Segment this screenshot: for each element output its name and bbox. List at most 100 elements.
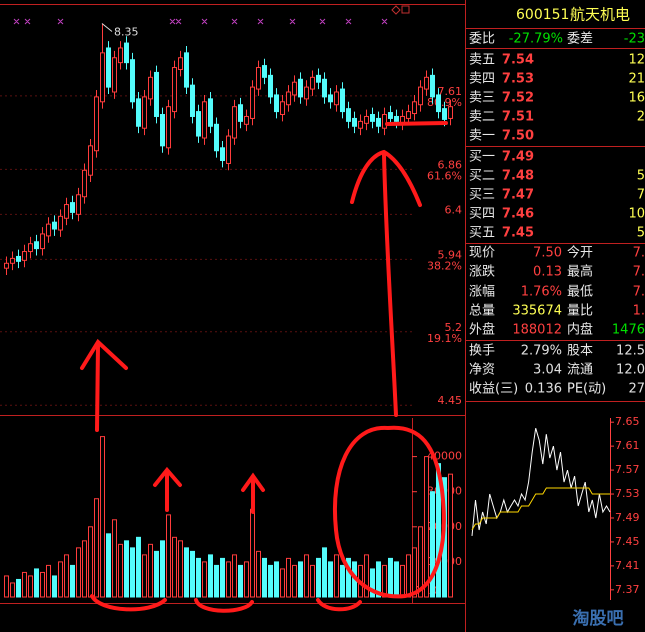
label: 买一 — [469, 150, 495, 165]
volume-bar — [136, 536, 141, 598]
volume-bar — [448, 473, 453, 598]
candle-body — [76, 194, 81, 215]
volume-bar — [184, 547, 189, 598]
candle-body — [28, 243, 33, 253]
label: 委差 — [567, 32, 593, 47]
volume-bar — [304, 554, 309, 598]
candle-body — [316, 74, 321, 83]
candle-body — [130, 59, 135, 103]
y-tick-label: 7.41 — [615, 559, 640, 572]
candle-body — [22, 251, 27, 261]
volume-bar — [334, 554, 339, 598]
candle-body — [292, 81, 297, 96]
y-tick-label: 6.4 — [445, 203, 463, 216]
candle-body — [370, 114, 375, 122]
candle-body — [262, 65, 267, 78]
value: 7. — [633, 265, 645, 280]
candle-body — [334, 91, 339, 106]
y-tick-label: 4.45 — [438, 394, 463, 407]
fib-label: 61.6% — [427, 169, 462, 182]
value: 12.0 — [616, 363, 645, 378]
volume-bar — [250, 508, 255, 598]
volume-bar — [394, 561, 399, 598]
candle-body — [256, 67, 261, 90]
value: 1. — [633, 304, 645, 319]
volume-bar — [328, 561, 333, 598]
candle-body — [124, 42, 129, 64]
label: 涨跌 — [469, 264, 495, 280]
candle-body — [352, 117, 357, 127]
volume-bar — [46, 564, 51, 598]
value: -27.79% — [509, 32, 563, 47]
candle-body — [34, 241, 39, 250]
volume-bar — [220, 557, 225, 598]
volume-bar — [148, 543, 153, 598]
intraday-chart: 7.65 7.61 7.57 7.53 7.49 7.45 7.41 7.37 — [471, 415, 640, 600]
candle-body — [190, 84, 195, 117]
volume-bar — [382, 564, 387, 598]
volume-bar — [310, 564, 315, 598]
price: 7.53 — [502, 72, 534, 87]
candle-body — [178, 57, 183, 70]
label: 买二 — [469, 169, 495, 184]
candle-body — [328, 94, 333, 103]
candle-body — [82, 169, 87, 198]
candle-body — [172, 67, 177, 113]
volume-bar — [160, 540, 165, 598]
candle-body — [58, 215, 63, 231]
candle-body — [376, 117, 381, 127]
price-line — [471, 428, 611, 536]
volume-bar — [268, 564, 273, 598]
value: 7. — [633, 285, 645, 300]
volume-bar — [400, 564, 405, 598]
candle-body — [394, 115, 399, 122]
annotations — [80, 121, 448, 613]
candle-body — [322, 78, 327, 98]
volume-bar — [238, 564, 243, 598]
volume-bar — [166, 514, 171, 598]
candle-body — [304, 86, 309, 100]
volume-chart: 40000300002000010000X10 — [4, 436, 462, 598]
label: 总量 — [469, 304, 495, 319]
candle-body — [148, 76, 153, 100]
candle-body — [424, 76, 429, 90]
volume-bar — [64, 554, 69, 598]
label: 净资 — [469, 363, 495, 378]
volume-bar — [292, 564, 297, 598]
volume-bar — [10, 582, 15, 598]
volume-bar — [214, 564, 219, 598]
label: PE(动) — [567, 382, 606, 397]
volume: 21 — [628, 72, 645, 87]
price-chart: 7.616.866.45.945.24.4580.9%61.6%38.2%19.… — [0, 23, 462, 407]
price: 7.51 — [502, 110, 534, 125]
value: 1.76% — [521, 285, 562, 300]
volume-bar — [430, 491, 435, 598]
stock-name: 航天机电 — [570, 6, 630, 24]
candle-body — [40, 233, 45, 250]
value: 27 — [628, 382, 645, 397]
candle-body — [358, 120, 363, 129]
value: 3.04 — [533, 363, 562, 378]
volume-bar — [364, 554, 369, 598]
label: 卖二 — [469, 110, 495, 125]
volume-bar — [436, 463, 441, 598]
label: 卖一 — [469, 129, 495, 144]
price: 7.46 — [502, 207, 534, 222]
candle-body — [208, 98, 213, 127]
label: 换手 — [469, 344, 495, 359]
label: 外盘 — [469, 322, 495, 338]
price: 7.50 — [502, 129, 534, 144]
candle-body — [100, 52, 105, 103]
volume-bar — [154, 550, 159, 598]
candle-body — [346, 108, 351, 122]
label: 今开 — [567, 245, 593, 261]
candle-body — [412, 101, 417, 115]
price: 7.47 — [502, 188, 534, 203]
candle-body — [340, 88, 345, 113]
candle-body — [196, 111, 201, 137]
candle-body — [214, 123, 219, 152]
candle-body — [448, 106, 453, 119]
volume: 5 — [637, 226, 645, 241]
